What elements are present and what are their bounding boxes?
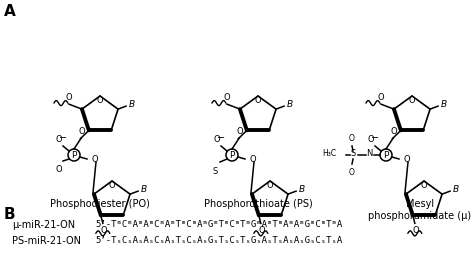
Text: A: A xyxy=(4,4,16,19)
Text: −: − xyxy=(59,133,67,143)
Text: O: O xyxy=(224,93,230,102)
Text: 5’-TₛCₛAₛAₛCₛAₛTₛCₛAₛGₛTₛCₛTₛGₛAₛTₛAₛAₛGₛCₛTₛA: 5’-TₛCₛAₛAₛCₛAₛTₛCₛAₛGₛTₛCₛTₛGₛAₛTₛAₛAₛG… xyxy=(95,236,342,245)
Text: μ-miR-21-ON: μ-miR-21-ON xyxy=(12,220,75,230)
Text: O: O xyxy=(349,134,355,143)
Text: H₃C: H₃C xyxy=(322,150,336,159)
Text: −: − xyxy=(217,133,225,143)
Text: O: O xyxy=(100,226,107,235)
Text: P: P xyxy=(229,150,235,160)
Text: O: O xyxy=(109,181,115,190)
Text: O: O xyxy=(236,127,243,136)
Text: O: O xyxy=(258,226,265,235)
Text: P: P xyxy=(71,150,77,160)
Text: Phosphodiester (PO): Phosphodiester (PO) xyxy=(50,199,150,209)
Text: Phosphorothioate (PS): Phosphorothioate (PS) xyxy=(204,199,312,209)
Text: B: B xyxy=(299,185,305,194)
Text: S: S xyxy=(350,150,356,159)
Text: B: B xyxy=(4,207,16,222)
Text: O: O xyxy=(78,127,85,136)
Text: O: O xyxy=(390,127,397,136)
Text: O: O xyxy=(255,96,261,105)
Text: B: B xyxy=(453,185,459,194)
Text: 5’-TᵐCᵐAᵐAᵐCᵐAᵐTᵐCᵐAᵐGᵐTᵐCᵐTᵐGᵐAᵐTᵐAᵐAᵐGᵐCᵐTᵐA: 5’-TᵐCᵐAᵐAᵐCᵐAᵐTᵐCᵐAᵐGᵐTᵐCᵐTᵐGᵐAᵐTᵐAᵐAᵐG… xyxy=(95,220,342,229)
Text: O: O xyxy=(409,96,415,105)
Text: B: B xyxy=(129,100,135,109)
Text: O: O xyxy=(412,226,419,235)
Text: O: O xyxy=(404,156,410,165)
Text: B: B xyxy=(141,185,147,194)
Text: P: P xyxy=(383,150,389,160)
Text: O: O xyxy=(92,156,99,165)
Text: O: O xyxy=(349,168,355,177)
Text: O: O xyxy=(65,93,72,102)
Text: Mesyl
phosphoramidate (μ): Mesyl phosphoramidate (μ) xyxy=(368,199,472,221)
Text: O: O xyxy=(378,93,384,102)
Text: S: S xyxy=(212,167,218,176)
Text: B: B xyxy=(287,100,293,109)
Text: O: O xyxy=(97,96,103,105)
Text: PS-miR-21-ON: PS-miR-21-ON xyxy=(12,236,81,246)
Text: O: O xyxy=(55,135,62,144)
Text: −: − xyxy=(371,133,379,143)
Text: N: N xyxy=(366,150,372,159)
Text: B: B xyxy=(441,100,447,109)
Text: O: O xyxy=(421,181,428,190)
Text: O: O xyxy=(250,156,256,165)
Text: O: O xyxy=(368,135,374,144)
Text: O: O xyxy=(267,181,273,190)
Text: O: O xyxy=(55,165,62,174)
Text: O: O xyxy=(214,135,220,144)
